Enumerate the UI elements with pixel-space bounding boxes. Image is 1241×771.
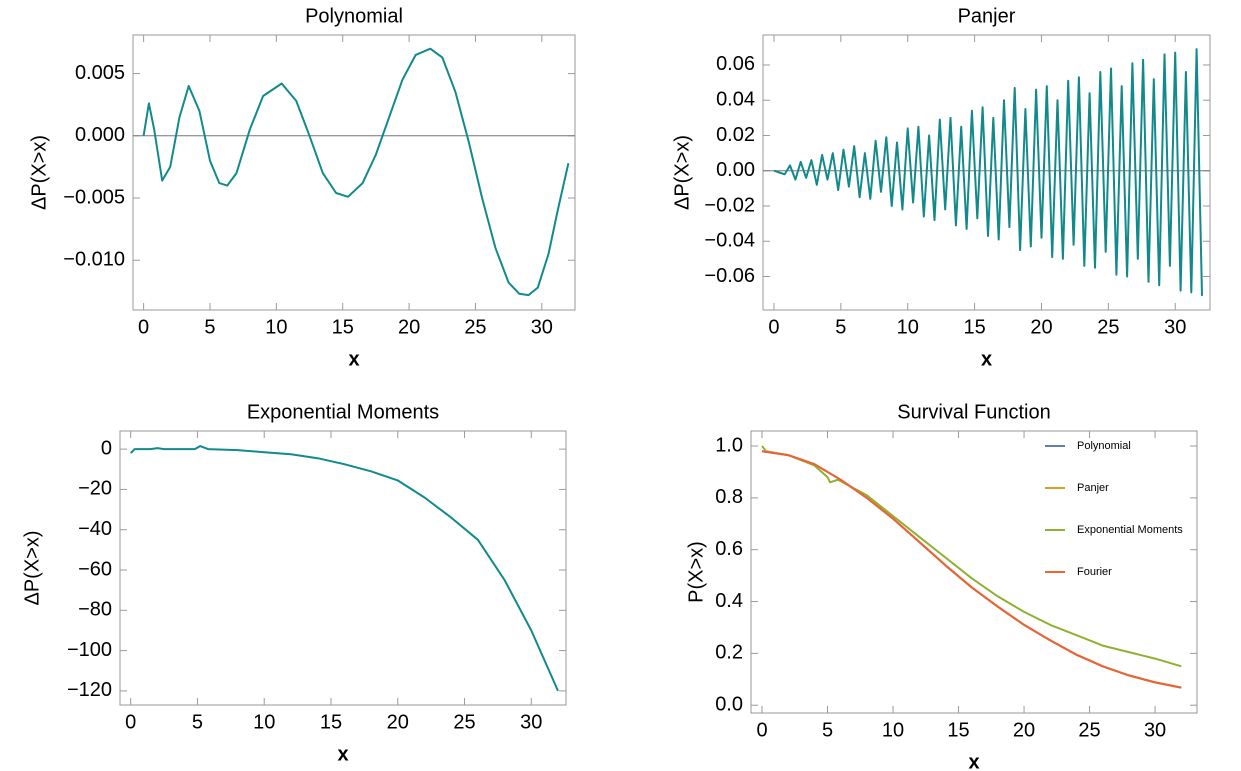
data-line <box>129 445 559 692</box>
data-line <box>761 445 1182 668</box>
chart-title: Panjer <box>958 5 1016 27</box>
y-tick-label: 0.4 <box>715 590 743 612</box>
x-tick-label: 30 <box>1164 316 1186 338</box>
plot-frame <box>119 430 567 706</box>
x-tick-label: 0 <box>768 316 779 338</box>
x-tick-label: 15 <box>332 316 354 338</box>
y-axis-label: ΔP(X>x) <box>21 530 43 605</box>
y-tick-label: −100 <box>67 639 112 661</box>
data-line <box>761 450 1182 689</box>
y-tick-label: 0 <box>101 437 112 459</box>
plot-frame <box>750 430 1198 714</box>
data-line <box>761 450 1182 689</box>
y-tick-label: −20 <box>78 478 112 500</box>
x-tick-label: 5 <box>822 719 833 741</box>
x-tick-label: 5 <box>204 316 215 338</box>
x-tick-label: 10 <box>265 316 287 338</box>
y-axis-label: ΔP(X>x) <box>671 135 693 210</box>
y-axis-label: ΔP(X>x) <box>28 135 50 210</box>
y-tick-label: 0.2 <box>715 642 743 664</box>
y-tick-label: −0.06 <box>704 265 755 287</box>
x-tick-label: 15 <box>947 719 969 741</box>
x-tick-label: 5 <box>192 711 203 733</box>
y-tick-label: 0.6 <box>715 538 743 560</box>
x-tick-label: 10 <box>882 719 904 741</box>
x-tick-label: 25 <box>1097 316 1119 338</box>
y-tick-label: 1.0 <box>715 434 743 456</box>
plot-frame <box>132 34 576 311</box>
x-tick-label: 25 <box>1078 719 1100 741</box>
y-tick-label: 0.0 <box>715 694 743 716</box>
x-tick-label: 0 <box>125 711 136 733</box>
x-tick-label: 15 <box>320 711 342 733</box>
x-tick-label: 0 <box>756 719 767 741</box>
legend-label: Panjer <box>1077 482 1109 494</box>
chart-title: Polynomial <box>305 5 403 27</box>
x-tick-label: 30 <box>520 711 542 733</box>
y-tick-label: 0.8 <box>715 486 743 508</box>
y-tick-label: 0.02 <box>716 124 755 146</box>
data-line <box>142 47 570 297</box>
y-tick-label: −60 <box>78 558 112 580</box>
x-tick-label: 0 <box>138 316 149 338</box>
legend-label: Polynomial <box>1077 440 1131 452</box>
x-axis-label: x <box>337 743 348 765</box>
x-tick-label: 25 <box>464 316 486 338</box>
chart-title: Exponential Moments <box>247 401 439 423</box>
y-tick-label: −80 <box>78 599 112 621</box>
data-line <box>773 48 1203 296</box>
x-tick-label: 20 <box>1030 316 1052 338</box>
y-tick-label: 0.04 <box>716 89 755 111</box>
x-tick-label: 25 <box>453 711 475 733</box>
y-tick-label: −120 <box>67 679 112 701</box>
y-tick-label: −0.04 <box>704 230 755 252</box>
y-tick-label: 0.00 <box>716 159 755 181</box>
x-tick-label: 30 <box>531 316 553 338</box>
x-tick-label: 10 <box>897 316 919 338</box>
y-tick-label: 0.000 <box>75 124 125 146</box>
x-tick-label: 30 <box>1144 719 1166 741</box>
data-line <box>761 450 1182 689</box>
y-axis-label: P(X>x) <box>685 541 707 603</box>
y-tick-label: −0.010 <box>63 249 125 271</box>
x-axis-label: x <box>981 348 992 370</box>
x-axis-label: x <box>968 751 979 771</box>
y-tick-label: 0.06 <box>716 53 755 75</box>
x-tick-label: 20 <box>387 711 409 733</box>
legend-label: Exponential Moments <box>1077 524 1183 536</box>
x-tick-label: 20 <box>1013 719 1035 741</box>
x-axis-label: x <box>348 348 359 370</box>
x-tick-label: 10 <box>253 711 275 733</box>
x-tick-label: 15 <box>963 316 985 338</box>
x-tick-label: 20 <box>398 316 420 338</box>
y-tick-label: −0.005 <box>63 186 125 208</box>
y-tick-label: −0.02 <box>704 194 755 216</box>
chart-title: Survival Function <box>897 401 1050 423</box>
x-tick-label: 5 <box>835 316 846 338</box>
plot-frame <box>762 34 1211 311</box>
legend-label: Fourier <box>1077 566 1112 578</box>
y-tick-label: 0.005 <box>75 62 125 84</box>
y-tick-label: −40 <box>78 518 112 540</box>
